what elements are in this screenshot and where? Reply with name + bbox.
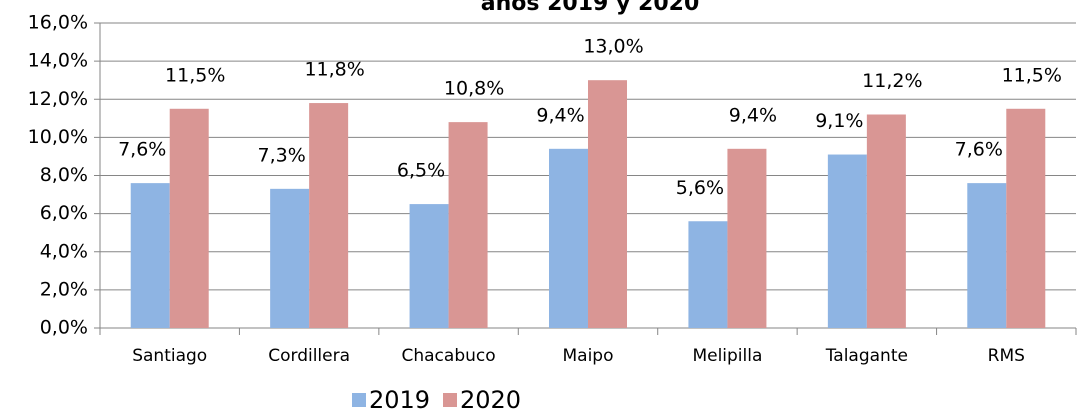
x-tick-label: Talagante [825,346,908,366]
bar [309,103,349,328]
y-tick-label: 10,0% [28,126,88,148]
value-label: 11,2% [862,70,922,92]
bar [967,183,1007,328]
value-label: 6,5% [397,160,445,182]
y-tick-label: 8,0% [40,164,88,186]
value-label: 9,4% [729,104,777,126]
y-tick-label: 12,0% [28,88,88,110]
x-tick-label: Maipo [563,346,614,366]
legend-label: 2020 [460,386,521,413]
value-label: 5,6% [676,177,724,199]
value-label: 13,0% [583,36,643,58]
y-tick-label: 6,0% [40,202,88,224]
y-tick-label: 2,0% [40,278,88,300]
y-tick-label: 16,0% [28,12,88,34]
chart-title: años 2019 y 2020 [481,0,700,16]
x-tick-label: Chacabuco [402,346,496,366]
value-label: 9,1% [815,110,863,132]
value-label: 7,3% [258,144,306,166]
x-tick-label: Santiago [132,346,207,366]
value-label: 11,5% [165,64,225,86]
bar [448,122,488,328]
bar [866,114,906,328]
legend-swatch [443,393,457,407]
x-tick-label: Cordillera [268,346,350,366]
bar [688,221,728,328]
value-label: 9,4% [536,104,584,126]
x-tick-label: Melipilla [692,346,762,366]
value-label: 11,5% [1002,64,1062,86]
bar [827,154,867,328]
bar [588,80,627,328]
bar [1006,108,1046,328]
legend-swatch [352,393,366,407]
y-tick-label: 4,0% [40,240,88,262]
bar [270,188,310,328]
x-tick-label: RMS [988,346,1025,366]
legend-label: 2019 [369,386,430,413]
value-label: 10,8% [444,78,504,100]
bar [409,204,449,328]
bar [549,148,588,328]
value-label: 11,8% [304,59,364,81]
y-tick-label: 14,0% [28,50,88,72]
value-label: 7,6% [955,139,1003,161]
bar [130,183,170,328]
y-tick-label: 0,0% [40,317,88,339]
value-label: 7,6% [118,139,166,161]
bar [169,108,209,328]
bar [727,148,767,328]
